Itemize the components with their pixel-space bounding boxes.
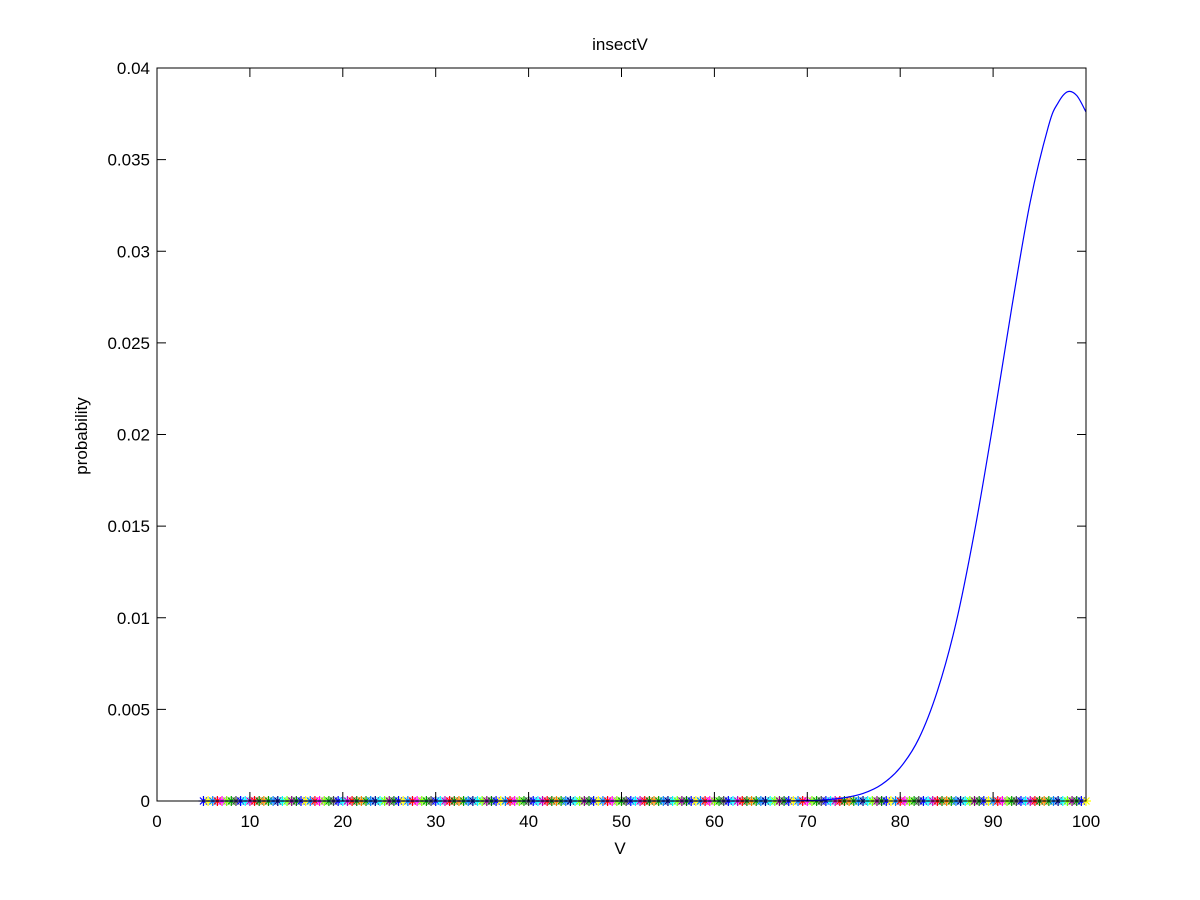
x-tick-label: 50 [612,812,631,831]
y-tick-label: 0 [141,792,150,811]
x-tick-label: 100 [1072,812,1100,831]
y-tick-label: 0.02 [117,426,150,445]
chart-title: insectV [592,35,648,54]
y-tick-label: 0.035 [107,151,150,170]
x-tick-label: 20 [333,812,352,831]
x-tick-label: 70 [798,812,817,831]
x-tick-label: 60 [705,812,724,831]
y-tick-label: 0.005 [107,700,150,719]
x-tick-label: 90 [984,812,1003,831]
x-tick-label: 30 [426,812,445,831]
y-tick-label: 0.04 [117,59,150,78]
x-tick-label: 10 [240,812,259,831]
x-axis-label: V [614,839,626,858]
x-tick-label: 40 [519,812,538,831]
probability-curve [203,90,1087,802]
y-tick-label: 0.025 [107,334,150,353]
y-tick-label: 0.015 [107,517,150,536]
ticks: 0 10 20 30 40 50 60 70 80 90 100 0 0.005 0.01 0.015 0.0… [107,59,1100,831]
axes-box [156,67,1087,802]
y-tick-label: 0.03 [117,242,150,261]
y-tick-label: 0.01 [117,609,150,628]
x-tick-label: 80 [891,812,910,831]
y-axis-label: probability [72,397,91,475]
x-tick-label: 0 [152,812,161,831]
